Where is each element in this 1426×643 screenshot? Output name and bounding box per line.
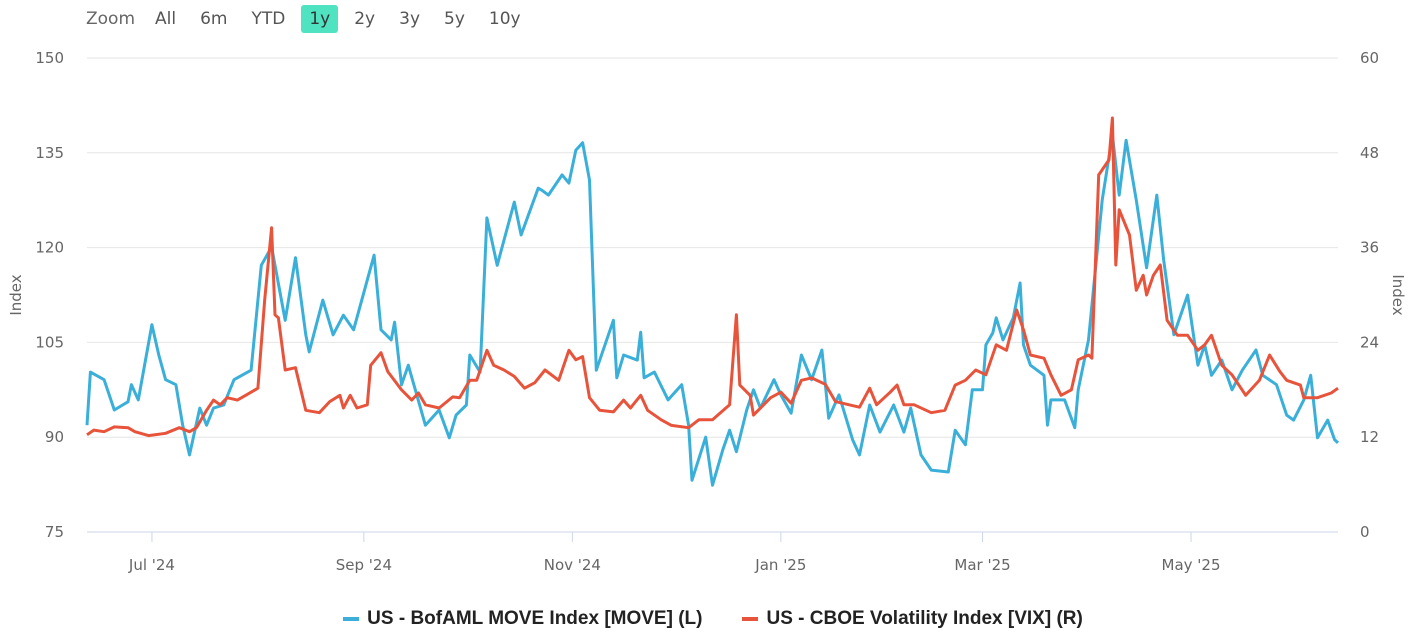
range-button-5y[interactable]: 5y xyxy=(444,9,465,29)
legend: US - BofAML MOVE Index [MOVE] (L) US - CB… xyxy=(0,608,1426,630)
range-button-all[interactable]: All xyxy=(155,9,177,29)
y-left-tick-label: 75 xyxy=(45,523,64,541)
y-right-tick-label: 0 xyxy=(1360,523,1370,541)
y-right-tick-label: 12 xyxy=(1360,428,1379,446)
y-left-tick-label: 120 xyxy=(35,239,64,257)
range-button-ytd[interactable]: YTD xyxy=(251,9,286,29)
y-axis-left: 150 135 120 105 90 75 xyxy=(35,49,64,541)
x-tick-label: May '25 xyxy=(1162,556,1221,574)
x-tick-label: Jan '25 xyxy=(754,556,806,574)
range-button-2y[interactable]: 2y xyxy=(354,9,376,29)
x-tick-label: Nov '24 xyxy=(544,556,601,574)
y-axis-left-title: Index xyxy=(7,274,25,315)
y-left-tick-label: 90 xyxy=(45,428,64,446)
y-right-tick-label: 48 xyxy=(1360,144,1379,162)
series-line-move[interactable] xyxy=(85,133,1340,487)
range-button-1y[interactable]: 1y xyxy=(301,5,339,33)
range-button-3y[interactable]: 3y xyxy=(399,9,421,29)
series-line-vix[interactable] xyxy=(86,116,1339,438)
range-selector: Zoom All 6m YTD 1y 2y 3y 5y 10y xyxy=(78,5,533,33)
range-button-6m[interactable]: 6m xyxy=(200,9,228,29)
x-tick-label: Mar '25 xyxy=(954,556,1010,574)
legend-label: US - BofAML MOVE Index [MOVE] (L) xyxy=(367,608,703,629)
legend-swatch xyxy=(343,617,360,621)
zoom-label: Zoom xyxy=(86,9,136,29)
legend-swatch xyxy=(742,617,759,621)
gridlines xyxy=(87,57,1338,533)
y-right-tick-label: 36 xyxy=(1360,239,1379,257)
x-axis: Jul '24 Sep '24 Nov '24 Jan '25 Mar '25 May '… xyxy=(128,532,1221,574)
y-axis-right: 60 48 36 24 12 0 xyxy=(1360,49,1379,541)
series-lines xyxy=(85,116,1340,487)
y-left-tick-label: 150 xyxy=(35,49,64,67)
y-left-tick-label: 105 xyxy=(35,333,64,351)
y-axis-right-title: Index xyxy=(1389,274,1407,315)
legend-item-0[interactable]: US - BofAML MOVE Index [MOVE] (L) xyxy=(343,608,702,630)
range-button-10y[interactable]: 10y xyxy=(488,9,521,29)
legend-item-1[interactable]: US - CBOE Volatility Index [VIX] (R) xyxy=(742,608,1083,630)
x-tick-label: Sep '24 xyxy=(336,556,392,574)
x-tick-label: Jul '24 xyxy=(128,556,175,574)
y-right-tick-label: 60 xyxy=(1360,49,1379,67)
legend-label: US - CBOE Volatility Index [VIX] (R) xyxy=(766,608,1083,629)
y-left-tick-label: 135 xyxy=(35,144,64,162)
y-right-tick-label: 24 xyxy=(1360,333,1379,351)
